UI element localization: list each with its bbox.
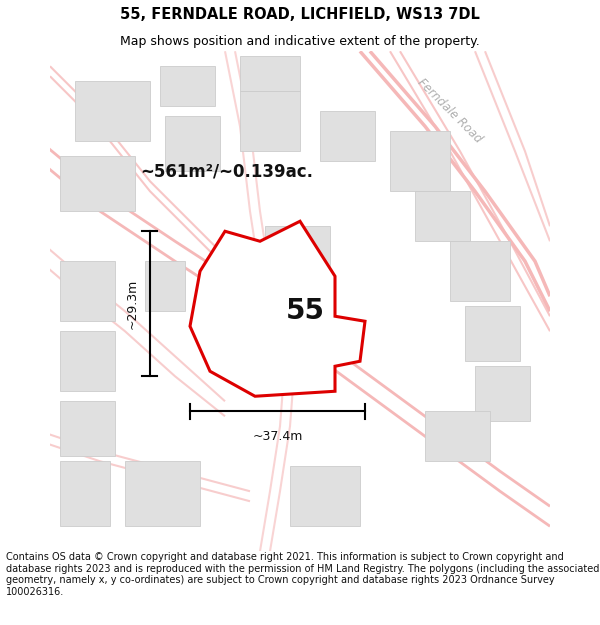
Polygon shape: [125, 461, 200, 526]
Polygon shape: [450, 241, 510, 301]
Polygon shape: [265, 291, 330, 351]
Text: ~561m²/~0.139ac.: ~561m²/~0.139ac.: [140, 162, 313, 180]
Polygon shape: [290, 466, 360, 526]
Polygon shape: [465, 306, 520, 361]
Polygon shape: [240, 91, 300, 151]
Polygon shape: [190, 221, 365, 396]
Text: ~29.3m: ~29.3m: [126, 279, 139, 329]
Polygon shape: [60, 156, 135, 211]
Text: ~37.4m: ~37.4m: [253, 430, 302, 442]
Polygon shape: [165, 116, 220, 171]
Polygon shape: [60, 461, 110, 526]
Polygon shape: [415, 191, 470, 241]
Polygon shape: [145, 261, 185, 311]
Polygon shape: [240, 56, 300, 91]
Polygon shape: [60, 401, 115, 456]
Polygon shape: [160, 66, 215, 106]
Polygon shape: [75, 81, 150, 141]
Text: Ferndale Road: Ferndale Road: [415, 76, 485, 146]
Polygon shape: [60, 331, 115, 391]
Text: 55: 55: [286, 298, 325, 325]
Polygon shape: [425, 411, 490, 461]
Polygon shape: [475, 366, 530, 421]
Polygon shape: [390, 131, 450, 191]
Polygon shape: [320, 111, 375, 161]
Text: Map shows position and indicative extent of the property.: Map shows position and indicative extent…: [120, 34, 480, 48]
Polygon shape: [60, 261, 115, 321]
Polygon shape: [265, 226, 330, 266]
Text: Contains OS data © Crown copyright and database right 2021. This information is : Contains OS data © Crown copyright and d…: [6, 552, 599, 597]
Text: 55, FERNDALE ROAD, LICHFIELD, WS13 7DL: 55, FERNDALE ROAD, LICHFIELD, WS13 7DL: [120, 7, 480, 22]
